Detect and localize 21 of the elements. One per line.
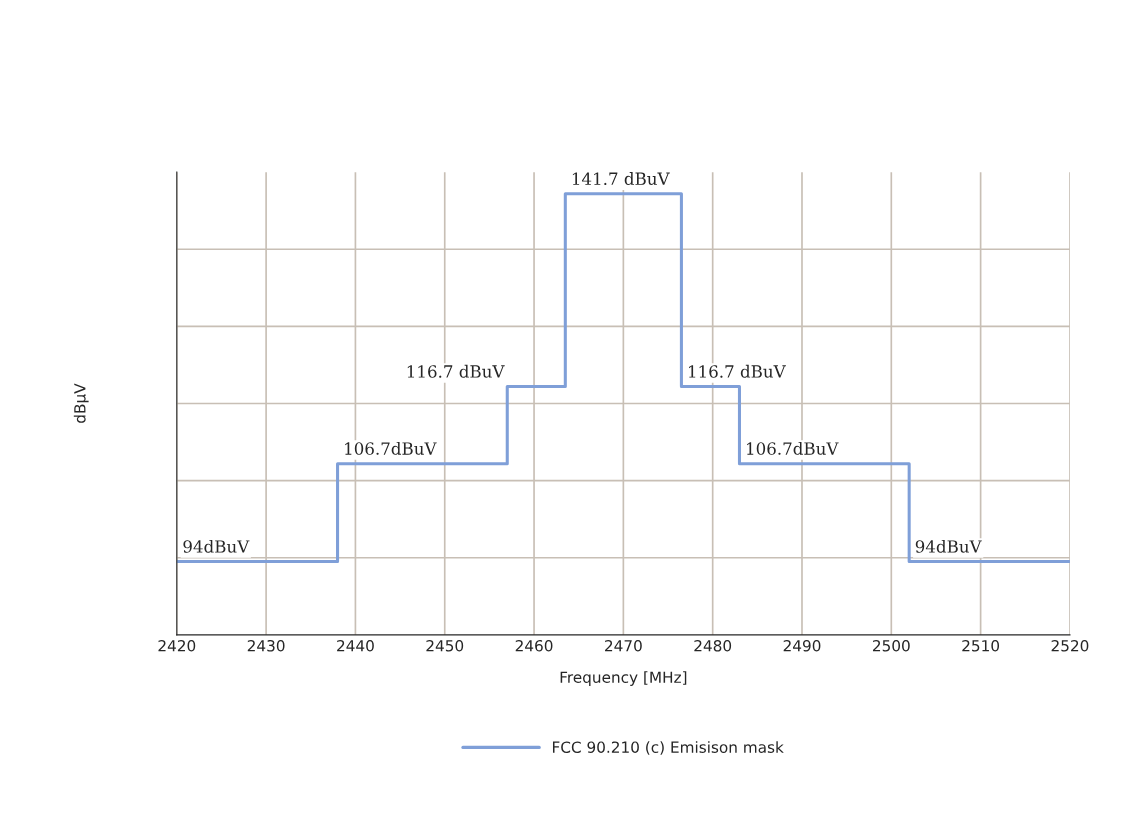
data-label: 116.7 dBuV (689, 364, 786, 378)
data-label: 141.7 dBuV (572, 172, 670, 185)
x-tick-label: 2420 (158, 639, 196, 652)
x-tick-label: 2490 (783, 639, 821, 652)
legend-label: FCC 90.210 (c) Emisison mask (553, 741, 784, 755)
x-tick-label: 2510 (962, 639, 1000, 652)
x-tick-label: 2430 (247, 639, 285, 652)
x-tick-label: 2440 (337, 639, 374, 652)
data-label: 106.7dBuV (747, 441, 839, 455)
x-tick-label: 2500 (872, 639, 910, 652)
y-axis-title: dBµV (73, 383, 89, 423)
data-label: 116.7 dBuV (407, 364, 505, 378)
x-tick-label: 2450 (426, 639, 464, 652)
data-label: 106.7dBuV (345, 441, 437, 455)
data-label: 94dBuV (915, 539, 982, 553)
x-tick-label: 2460 (515, 639, 553, 652)
data-label: 94dBuV (183, 539, 250, 553)
x-tick-label: 2520 (1051, 639, 1089, 652)
x-tick-label: 2470 (605, 639, 642, 652)
x-axis-title: Frequency [MHz] (560, 671, 687, 686)
x-tick-label: 2480 (694, 639, 732, 652)
